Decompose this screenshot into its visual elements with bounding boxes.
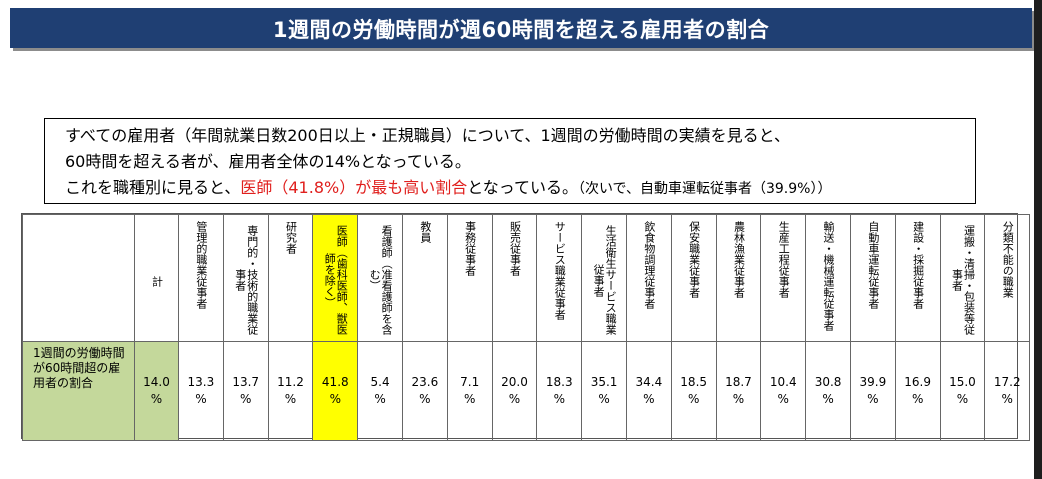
column-header: 販売従事者 [491, 214, 538, 342]
column-header: 教員 [401, 214, 448, 342]
column-header: 看護師（准看護師を含む） [357, 214, 403, 342]
column-header: 自動車運転従事者 [849, 214, 896, 342]
column-header: 建設・採掘従事者 [894, 214, 941, 342]
table-cell: 39.9% [849, 341, 896, 441]
table-cell: 5.4% [357, 341, 403, 441]
table-cell: 34.4% [625, 341, 672, 441]
table-cell: 7.1% [446, 341, 493, 441]
column-header: 分類不能の職業 [984, 214, 1031, 342]
table-cell: 18.5% [670, 341, 717, 441]
header-row: 計 管理的職業従事者 専門的・技術的職業従事者 研究者 医師（歯科医師、獣医師を… [22, 214, 1031, 342]
summary-line-2: 60時間を超える者が、雇用者全体の14%となっている。 [65, 152, 471, 171]
page-title: 1週間の労働時間が週60時間を超える雇用者の割合 [272, 18, 770, 42]
column-header-highlighted: 医師（歯科医師、獣医師を除く） [312, 214, 359, 342]
table-cell: 23.6% [401, 341, 448, 441]
table-cell: 30.8% [805, 341, 851, 441]
table-cell: 11.2% [267, 341, 314, 441]
column-header: 研究者 [267, 214, 314, 342]
table-cell: 18.3% [536, 341, 583, 441]
summary-line-1: すべての雇用者（年間就業日数200日以上・正規職員）について、1週間の労働時間の… [65, 126, 791, 145]
table-cell: 35.1% [581, 341, 627, 441]
column-header: 事務従事者 [446, 214, 493, 342]
column-header: 生活衛生サービス職業従事者 [581, 214, 627, 342]
column-header: サービス職業従事者 [536, 214, 583, 342]
occupation-table: 計 管理的職業従事者 専門的・技術的職業従事者 研究者 医師（歯科医師、獣医師を… [21, 213, 1031, 441]
column-header: 輸送・機械運転従事者 [805, 214, 851, 342]
table-cell: 15.0% [939, 341, 986, 441]
column-header: 専門的・技術的職業従事者 [222, 214, 269, 342]
column-header: 保安職業従事者 [670, 214, 717, 342]
table-cell: 13.3% [178, 341, 224, 441]
table-cell: 13.7% [222, 341, 269, 441]
summary-line-3-pre: これを職種別に見ると、 [65, 178, 241, 197]
row-label: 1週間の労働時間が60時間超の雇用者の割合 [22, 341, 135, 441]
column-header: 管理的職業従事者 [178, 214, 224, 342]
corner-cell [22, 214, 135, 342]
table-cell: 17.2% [984, 341, 1031, 441]
title-bar: 1週間の労働時間が週60時間を超える雇用者の割合 [10, 8, 1032, 48]
table-cell: 18.7% [715, 341, 762, 441]
column-header-total: 計 [134, 214, 179, 342]
summary-emphasis: 医師（41.8%）が最も高い割合 [240, 178, 468, 197]
table-cell-highlighted: 41.8% [312, 341, 359, 441]
window-edge [1034, 0, 1042, 479]
column-header: 飲食物調理従事者 [625, 214, 672, 342]
summary-line-3-post: となっている。 [467, 178, 578, 197]
table-cell: 16.9% [894, 341, 941, 441]
data-table: 計 管理的職業従事者 専門的・技術的職業従事者 研究者 医師（歯科医師、獣医師を… [22, 214, 1031, 441]
summary-line-3: これを職種別に見ると、医師（41.8%）が最も高い割合となっている。（次いで、自… [65, 175, 975, 202]
table-row: 1週間の労働時間が60時間超の雇用者の割合 14.0% 13.3% 13.7% … [22, 341, 1031, 441]
column-header: 運搬・清掃・包装等従事者 [939, 214, 986, 342]
column-header: 生産工程従事者 [760, 214, 807, 342]
column-header: 農林漁業従事者 [715, 214, 762, 342]
summary-note: （次いで、自動車運転従事者（39.9%）） [577, 181, 832, 197]
summary-box: すべての雇用者（年間就業日数200日以上・正規職員）について、1週間の労働時間の… [44, 118, 976, 204]
cell-total: 14.0% [134, 341, 179, 441]
table-cell: 10.4% [760, 341, 807, 441]
table-cell: 20.0% [491, 341, 538, 441]
